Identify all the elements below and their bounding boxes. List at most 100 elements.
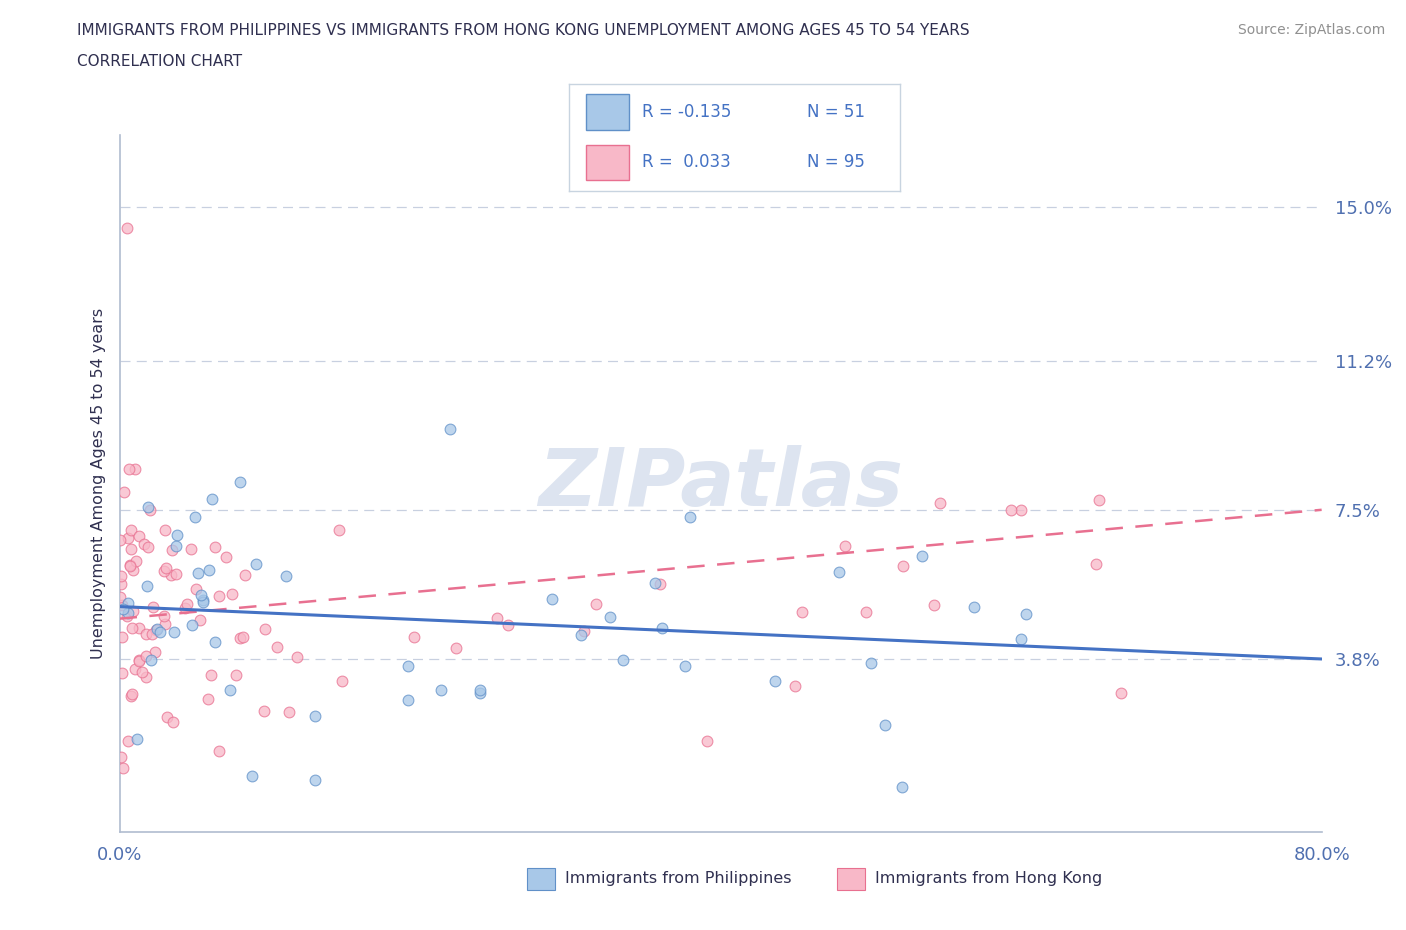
Point [541,591,564,606]
Point [120,558,142,573]
Point [111,666,134,681]
Point [117,530,139,545]
Point [496,618,519,632]
Point [245,556,267,571]
Point [221,587,243,602]
Text: N = 95: N = 95 [807,153,865,171]
Text: ZIPatlas: ZIPatlas [538,445,903,523]
Point [328,523,350,538]
Point [790,605,813,620]
Text: Immigrants from Hong Kong: Immigrants from Hong Kong [875,871,1102,886]
Point [253,621,276,636]
Point [124,661,146,676]
Point [149,625,172,640]
Point [278,704,301,719]
Point [117,605,139,620]
Point [396,692,419,707]
Point [276,569,298,584]
Point [115,608,138,623]
Point [165,538,187,553]
Text: CORRELATION CHART: CORRELATION CHART [77,54,242,69]
Point [679,510,702,525]
Point [118,559,141,574]
Point [253,703,276,718]
Point [242,768,264,783]
Point [120,688,142,703]
Point [439,421,461,436]
Point [120,523,142,538]
FancyBboxPatch shape [586,95,628,129]
Point [215,550,238,565]
Point [430,682,453,697]
Point [402,630,425,644]
Point [143,645,166,660]
Text: N = 51: N = 51 [807,103,865,121]
Point [200,668,222,683]
Point [184,510,207,525]
Point [763,673,786,688]
Point [828,565,851,579]
Point [228,474,252,489]
Point [266,639,288,654]
Point [486,611,509,626]
Point [184,581,207,596]
Point [963,600,986,615]
Point [396,658,419,673]
Point [108,533,131,548]
Point [153,523,176,538]
Point [121,563,143,578]
Point [696,734,718,749]
Point [162,714,184,729]
Point [911,549,934,564]
Point [111,630,134,644]
Point [128,620,150,635]
Point [110,568,132,583]
Point [834,538,856,553]
Point [585,597,607,612]
Point [673,658,696,673]
Point [651,620,673,635]
Text: Immigrants from Philippines: Immigrants from Philippines [565,871,792,886]
Point [218,683,240,698]
Point [112,760,135,775]
Point [135,669,157,684]
Point [180,618,202,632]
Point [470,683,492,698]
Point [155,617,177,631]
Point [122,604,145,618]
Point [166,527,188,542]
Point [644,576,666,591]
Point [110,597,132,612]
Point [160,543,183,558]
Point [124,462,146,477]
Point [191,593,214,608]
Point [204,539,226,554]
Point [131,664,153,679]
Point [128,652,150,667]
Text: R = -0.135: R = -0.135 [643,103,731,121]
Point [111,602,134,617]
Point [875,718,897,733]
Point [572,624,595,639]
Point [859,656,882,671]
Point [125,731,148,746]
Point [285,649,308,664]
FancyBboxPatch shape [586,145,628,180]
Point [191,594,214,609]
Point [783,678,806,693]
Point [117,595,139,610]
Point [197,563,219,578]
Point [1015,606,1038,621]
Point [110,750,132,764]
Point [108,590,131,604]
Point [304,773,326,788]
Point [139,653,162,668]
Point [599,609,621,624]
Point [208,743,231,758]
Point [232,630,254,644]
Point [176,596,198,611]
Point [138,499,160,514]
Point [208,589,231,604]
Point [110,577,132,591]
Point [304,709,326,724]
